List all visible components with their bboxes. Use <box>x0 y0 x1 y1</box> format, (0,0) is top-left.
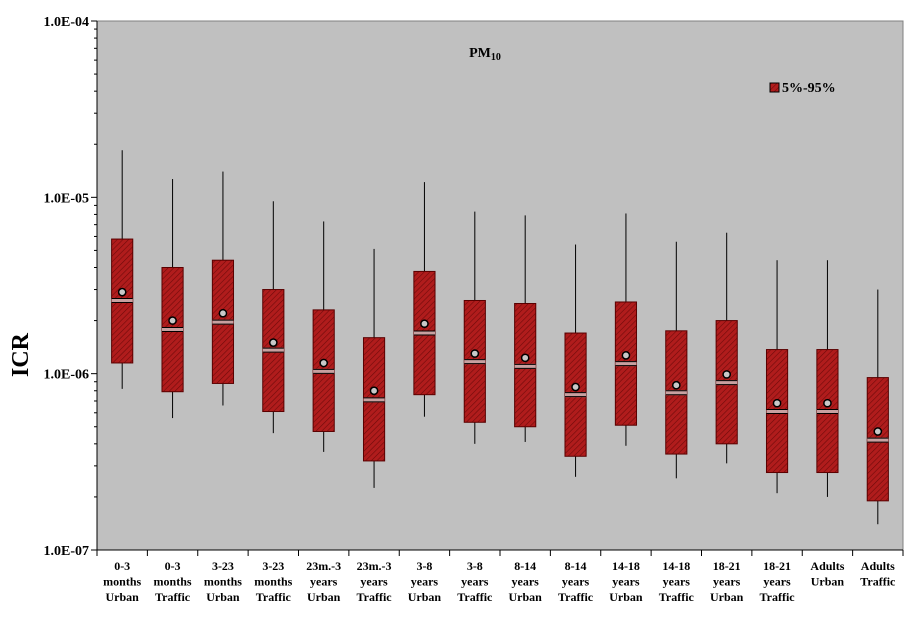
mean-marker <box>420 319 429 329</box>
x-axis: 0-3 months Urban 0-3 months Traffic 3-23 months… <box>96 549 904 604</box>
mean-marker <box>470 349 480 358</box>
box-plot-item <box>312 221 335 452</box>
median-band <box>665 390 687 396</box>
mean-marker <box>117 287 127 297</box>
median-band <box>161 327 184 333</box>
box-plot-item <box>362 248 386 488</box>
median-band <box>262 347 284 353</box>
chart-title: PM10 <box>469 46 501 63</box>
box-plot-item <box>866 289 889 525</box>
median-band <box>564 392 587 398</box>
median-band <box>615 361 637 367</box>
x-tick-label: 0-3 months Traffic <box>154 559 192 604</box>
boxes <box>111 150 889 525</box>
mean-marker <box>873 427 883 436</box>
mean-marker <box>319 358 329 368</box>
x-tick-label: 14-18 years Urban <box>609 559 643 604</box>
x-tick-label: 18-21 years Traffic <box>760 559 796 604</box>
y-axis-label: ICR <box>8 332 34 377</box>
box-plot-item <box>665 241 688 479</box>
median-band <box>111 297 133 303</box>
x-tick-label: 3-23 months Urban <box>204 559 242 604</box>
mean-marker <box>772 398 782 408</box>
box-plot-item <box>111 150 134 389</box>
y-tick-label: 1.0E-06 <box>44 368 90 383</box>
median-band <box>363 397 385 403</box>
median-band <box>514 363 536 369</box>
y-tick-label: 1.0E-04 <box>44 15 90 30</box>
y-tick-label: 1.0E-07 <box>44 544 90 559</box>
x-tick-label: 3-8 years Urban <box>408 559 442 604</box>
x-tick-label: 14-18 years Traffic <box>659 559 695 604</box>
mean-marker <box>823 398 832 408</box>
box-plot-item <box>564 244 587 477</box>
legend: 5%-95% <box>769 81 836 96</box>
box-plot-item <box>211 171 235 406</box>
mean-marker <box>369 386 379 396</box>
y-tick-label: 1.0E-05 <box>44 191 90 206</box>
box-plot-item <box>715 232 738 464</box>
box-plot-item <box>413 182 436 417</box>
x-tick-label: 8-14 years Urban <box>509 559 543 604</box>
box-plot-item <box>161 179 184 419</box>
box-plot-item <box>514 215 537 442</box>
median-band <box>464 359 486 365</box>
median-band <box>313 368 335 374</box>
mean-marker <box>571 382 580 392</box>
mean-marker <box>722 370 732 379</box>
x-tick-label: 18-21 years Urban <box>710 559 744 604</box>
mean-marker <box>268 338 278 347</box>
mean-marker <box>671 380 681 390</box>
x-tick-label: Adults Traffic <box>860 559 896 589</box>
legend-swatch <box>769 82 780 93</box>
median-band <box>212 319 234 325</box>
mean-marker <box>621 351 631 360</box>
median-band <box>413 330 436 336</box>
box-plot-item <box>816 260 839 497</box>
x-tick-label: 8-14 years Traffic <box>558 559 594 604</box>
box-plot-item <box>463 211 486 444</box>
median-band <box>816 409 839 415</box>
x-tick-label: 3-8 years Traffic <box>457 559 493 604</box>
median-band <box>867 437 889 443</box>
legend-label: 5%-95% <box>782 81 836 96</box>
x-tick-label: 0-3 months Urban <box>103 559 141 604</box>
x-tick-label: 3-23 months Traffic <box>254 559 292 604</box>
mean-marker <box>218 308 228 318</box>
x-tick-label: 23m.-3 years Traffic <box>357 559 393 604</box>
mean-marker <box>168 316 177 325</box>
x-tick-label: Adults Urban <box>810 559 844 589</box>
x-tick-label: 23m.-3 years Urban <box>306 559 341 604</box>
box-plot-item <box>765 260 789 494</box>
box-plot-item <box>262 201 285 434</box>
chart-title-main: PM <box>469 46 491 61</box>
y-axis: 1.0E-07 1.0E-06 1.0E-05 1.0E-04 <box>44 15 98 559</box>
median-band <box>716 380 738 386</box>
median-band <box>766 409 788 415</box>
mean-marker <box>520 353 530 363</box>
box-plot-item <box>614 213 638 446</box>
chart-title-subscript: 10 <box>491 52 501 63</box>
